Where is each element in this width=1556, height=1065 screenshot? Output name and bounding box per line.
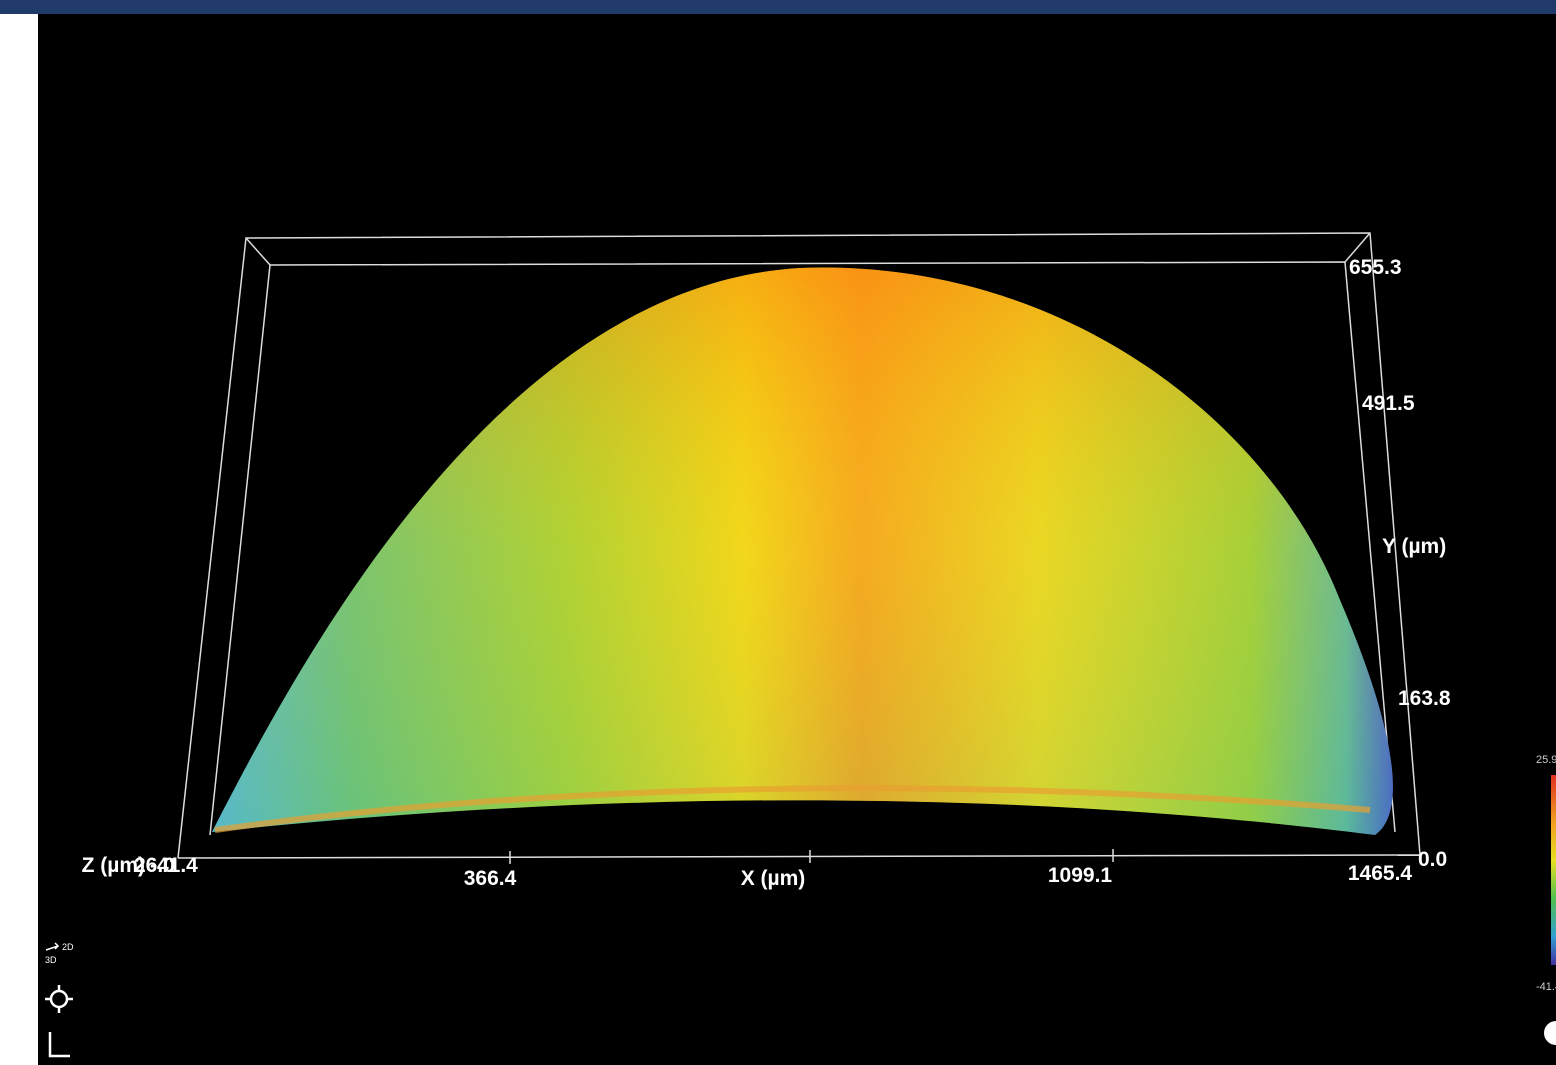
- colorbar-gradient: [1551, 775, 1556, 965]
- viewer: Z (µm) 26.0 -41.4 366.4 X (µm) 1099.1 14…: [0, 0, 1556, 1065]
- axis-labels: Z (µm) 26.0 -41.4: [82, 854, 199, 877]
- x-tick-label: 1465.4: [1348, 862, 1413, 885]
- mode-2d: 2D: [62, 942, 74, 952]
- title-bar: [0, 0, 1556, 14]
- x-tick-label: 366.4: [464, 867, 517, 890]
- page: Z (µm) 26.0 -41.4 366.4 X (µm) 1099.1 14…: [0, 0, 1556, 1065]
- y-tick-label: 655.3: [1349, 256, 1402, 279]
- mode-3d: 3D: [45, 955, 57, 965]
- side-strip: [0, 14, 38, 1065]
- colorbar-max: 25.9: [1536, 754, 1556, 766]
- z-tick-label: -41.4: [150, 854, 198, 877]
- y-tick-label: 163.8: [1398, 687, 1451, 710]
- x-axis-label: X (µm): [741, 867, 806, 890]
- x-tick-label: 1099.1: [1048, 864, 1113, 887]
- y-tick-label: 491.5: [1362, 392, 1415, 415]
- colorbar-min: -41.4: [1536, 981, 1556, 993]
- y-axis-label: Y (µm): [1382, 535, 1446, 558]
- y-tick-label: 0.0: [1418, 848, 1447, 871]
